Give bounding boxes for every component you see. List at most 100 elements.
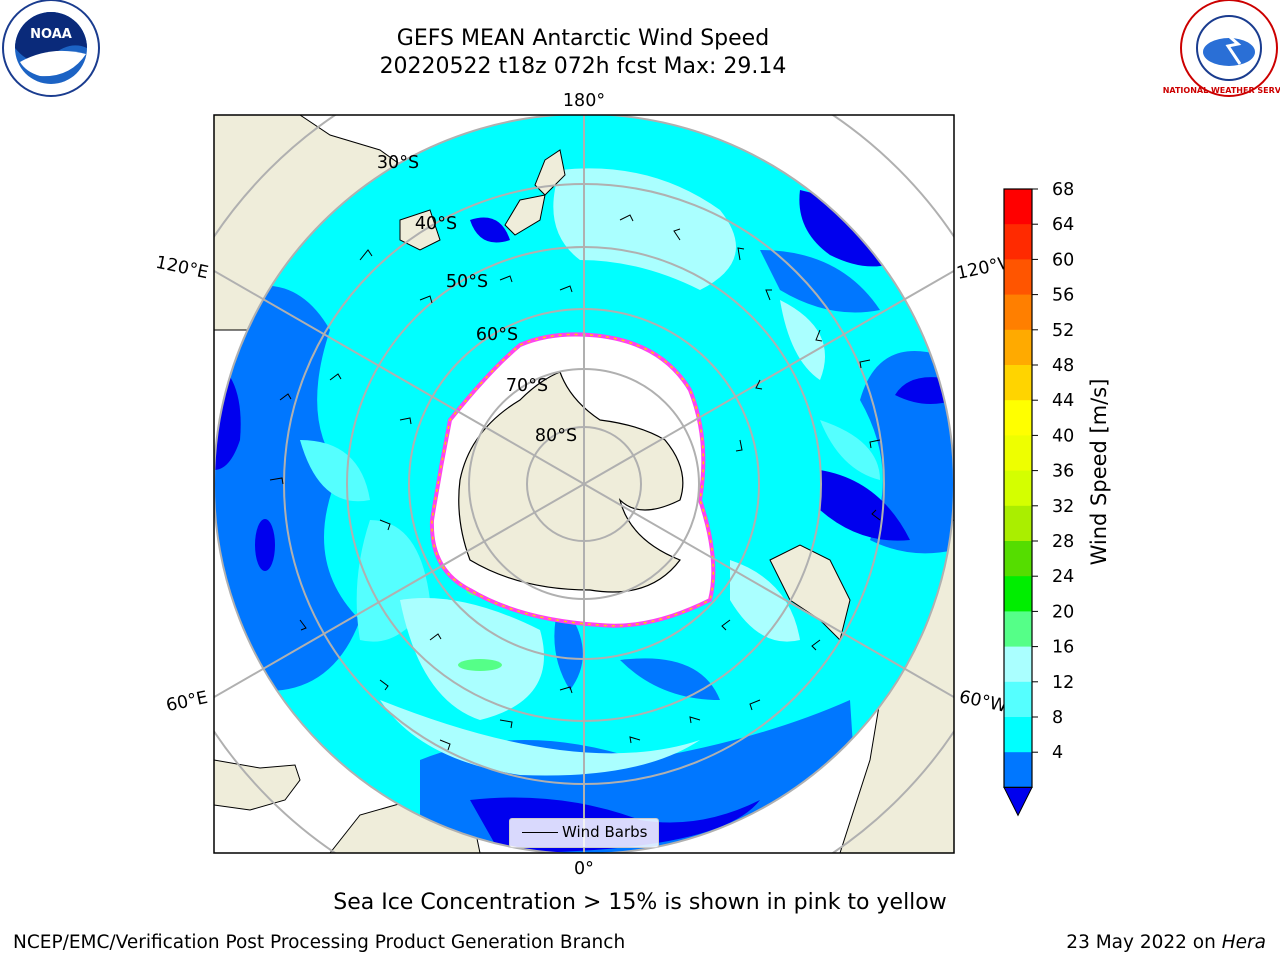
wind-barb — [359, 249, 373, 261]
colorbar-tick-label: 24 — [1052, 567, 1074, 587]
colorbar-segment — [1004, 752, 1032, 788]
wind-field — [214, 115, 954, 853]
wind-barb — [559, 285, 573, 293]
wind-barb — [673, 228, 681, 241]
colorbar-tick-label: 68 — [1052, 180, 1074, 200]
wind-zone-high-east — [780, 300, 825, 380]
wind-barb — [379, 679, 389, 691]
wind-barb — [439, 739, 451, 751]
colorbar-tick-label: 32 — [1052, 497, 1074, 517]
colorbar-tick-label: 28 — [1052, 532, 1074, 552]
wind-barb — [871, 509, 881, 521]
colorbar-segment — [1004, 505, 1032, 542]
wind-barb — [737, 247, 745, 261]
colorbar-segment — [1004, 576, 1032, 612]
wind-barb — [811, 639, 821, 651]
wind-barb — [765, 289, 772, 301]
wind-barb — [749, 699, 761, 711]
wind-zone-lowest-east2 — [820, 470, 910, 541]
meridian-120w — [583, 269, 954, 485]
nws-logo: NATIONAL WEATHER SERVICE — [1163, 0, 1280, 97]
noaa-logo: NOAA — [2, 0, 100, 97]
colorbar-segment — [1004, 259, 1032, 296]
footer-date: 23 May 2022 on Hera — [1066, 932, 1266, 953]
legend-line-swatch — [522, 832, 558, 833]
wind-zone-high-sw — [400, 598, 544, 720]
colorbar-frame — [1003, 188, 1033, 789]
colorbar-segment — [1004, 294, 1032, 331]
wind-barb — [721, 619, 731, 631]
wind-barb — [755, 379, 763, 390]
map-frame — [213, 114, 955, 854]
lat-label-60s: 60°S — [476, 325, 518, 345]
wind-zone-strong-sw — [458, 659, 502, 671]
wind-barb — [429, 633, 442, 641]
colorbar-segment — [1004, 717, 1032, 753]
colorbar-segment — [1004, 435, 1032, 472]
colorbar-segment — [1004, 541, 1032, 577]
south-america-tip — [769, 544, 851, 641]
colorbar-segment — [1004, 400, 1032, 436]
wind-zone-lowest-nw — [470, 217, 510, 243]
colorbar-segment — [1004, 224, 1032, 260]
wind-barbs — [269, 214, 881, 751]
wind-barb — [399, 417, 412, 425]
colorbar-tick-label: 56 — [1052, 286, 1074, 306]
wind-barb — [279, 393, 292, 401]
colorbar-segment — [1004, 646, 1032, 683]
colorbar-extend-arrow — [1003, 786, 1033, 817]
wind-zone-lowest-west2 — [255, 519, 275, 571]
colorbar-tick-label: 12 — [1052, 673, 1074, 693]
wind-barb — [499, 719, 513, 729]
colorbar-segment — [1004, 470, 1032, 507]
caption: Sea Ice Concentration > 15% is shown in … — [333, 890, 947, 915]
meridian-60e — [214, 483, 585, 699]
colorbar-tick-label: 20 — [1052, 602, 1074, 622]
wind-zone-low-center2 — [620, 658, 720, 700]
wind-barb — [559, 686, 573, 694]
colorbar-label: Wind Speed [m/s] — [1087, 379, 1111, 566]
lat-label-80s: 80°S — [535, 426, 577, 446]
footer-host: Hera — [1221, 932, 1266, 953]
wind-barb — [869, 439, 881, 449]
chart-title: GEFS MEAN Antarctic Wind Speed — [396, 26, 770, 51]
wind-barb — [859, 359, 871, 369]
wind-barb — [689, 716, 701, 724]
colorbar-tick-label: 48 — [1052, 356, 1074, 376]
colorbar-segment — [1004, 329, 1032, 366]
wind-barb — [619, 214, 634, 222]
wind-barb — [419, 295, 433, 304]
wind-barb — [735, 439, 743, 452]
colorbar-segment — [1004, 611, 1032, 648]
colorbar-tick-label: 64 — [1052, 215, 1074, 235]
lon-label-0: 0° — [574, 859, 594, 879]
wind-zone-mid-east — [820, 420, 880, 480]
lat-label-70s: 70°S — [506, 376, 548, 396]
lon-label-120e: 120°E — [154, 253, 210, 284]
wind-zone-high-se — [730, 560, 800, 642]
colorbar-tick-label: 16 — [1052, 638, 1074, 658]
meridian-120e — [214, 269, 585, 485]
wind-barb — [379, 519, 391, 531]
wind-zone-mid-west2 — [300, 440, 370, 502]
lat-label-40s: 40°S — [415, 214, 457, 234]
wind-barb — [329, 373, 342, 381]
sea-ice-edge-yellow — [431, 333, 715, 627]
chart-subtitle: 20220522 t18z 072h fcst Max: 29.14 — [379, 54, 787, 79]
legend-label: Wind Barbs — [562, 823, 648, 841]
lon-label-60w: 60°W — [957, 687, 1008, 717]
lat-label-50s: 50°S — [446, 272, 488, 292]
wind-barb — [499, 275, 513, 283]
colorbar-segment — [1004, 189, 1032, 225]
noaa-logo-text: NOAA — [30, 27, 72, 42]
wind-zone-high-north — [553, 168, 736, 290]
colorbar-tick-label: 60 — [1052, 250, 1074, 270]
wind-barb — [815, 329, 823, 342]
wind-barb — [299, 619, 307, 631]
colorbar-segment — [1004, 365, 1032, 401]
colorbar-tick-label: 52 — [1052, 321, 1074, 341]
legend: Wind Barbs — [509, 818, 659, 848]
meridian-60w — [583, 483, 954, 699]
map-panel — [214, 115, 954, 853]
